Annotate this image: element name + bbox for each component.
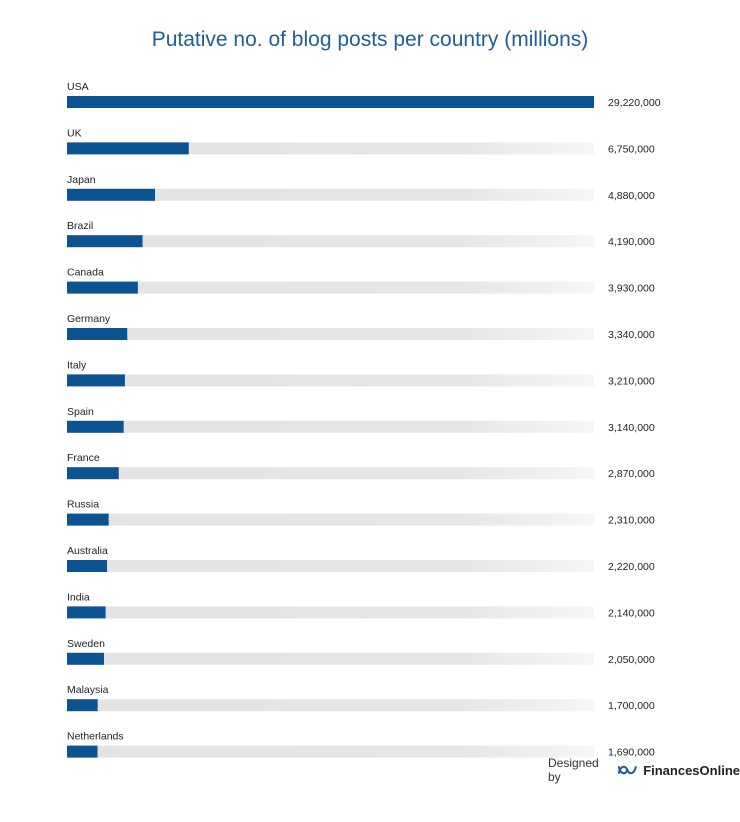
value-label: 3,210,000 bbox=[608, 375, 655, 387]
bar-track bbox=[67, 745, 594, 758]
value-label: 2,310,000 bbox=[608, 515, 655, 527]
chart-title: Putative no. of blog posts per country (… bbox=[151, 28, 589, 51]
value-label: 4,190,000 bbox=[608, 236, 655, 248]
bar-track bbox=[67, 328, 594, 340]
category-label: UK bbox=[67, 127, 82, 139]
bar-track bbox=[67, 467, 594, 480]
category-label: Netherlands bbox=[67, 731, 124, 743]
bar bbox=[67, 745, 98, 758]
value-label: 1,690,000 bbox=[608, 747, 655, 759]
bar bbox=[67, 142, 189, 155]
category-label: Malaysia bbox=[67, 684, 109, 696]
bar bbox=[67, 281, 138, 294]
bar-track bbox=[67, 652, 594, 665]
value-label: 29,220,000 bbox=[608, 97, 661, 109]
designed-by-text: Designed by bbox=[548, 756, 599, 784]
bar-track bbox=[67, 188, 594, 201]
value-label: 2,140,000 bbox=[608, 607, 655, 619]
bar bbox=[67, 96, 594, 108]
value-label: 3,140,000 bbox=[608, 422, 655, 434]
bar bbox=[67, 699, 98, 712]
bar-track bbox=[67, 420, 594, 433]
bar bbox=[67, 467, 119, 480]
bar-track bbox=[67, 374, 594, 387]
bar bbox=[67, 606, 106, 619]
bar bbox=[67, 652, 104, 665]
category-label: Australia bbox=[67, 545, 108, 557]
value-label: 4,880,000 bbox=[608, 190, 655, 202]
footer-credit: Designed by FinancesOnline bbox=[548, 756, 740, 784]
category-label: Japan bbox=[67, 174, 96, 186]
bar bbox=[67, 420, 124, 433]
value-label: 2,050,000 bbox=[608, 654, 655, 666]
bar-track bbox=[67, 281, 594, 294]
bar-track bbox=[67, 235, 594, 248]
category-label: Canada bbox=[67, 267, 104, 279]
bar bbox=[67, 235, 143, 248]
category-label: Italy bbox=[67, 359, 87, 371]
value-label: 2,220,000 bbox=[608, 561, 655, 573]
category-label: Germany bbox=[67, 313, 111, 325]
bar-track bbox=[67, 142, 594, 155]
financesonline-logo-icon bbox=[617, 765, 637, 775]
value-label: 3,930,000 bbox=[608, 283, 655, 295]
category-label: India bbox=[67, 591, 90, 603]
category-label: France bbox=[67, 452, 100, 464]
category-label: Spain bbox=[67, 406, 94, 418]
value-label: 2,870,000 bbox=[608, 468, 655, 480]
brand-name: FinancesOnline bbox=[643, 762, 740, 778]
category-label: Sweden bbox=[67, 638, 105, 650]
bar bbox=[67, 188, 156, 201]
value-label: 1,700,000 bbox=[608, 700, 655, 712]
bar bbox=[67, 374, 125, 387]
bar bbox=[67, 513, 109, 526]
value-label: 6,750,000 bbox=[608, 143, 655, 155]
value-label: 3,340,000 bbox=[608, 329, 655, 341]
bar-track bbox=[67, 606, 594, 619]
bar bbox=[67, 560, 108, 572]
category-label: USA bbox=[67, 81, 89, 93]
category-label: Russia bbox=[67, 499, 99, 511]
bar-track bbox=[67, 699, 594, 712]
category-label: Brazil bbox=[67, 220, 93, 232]
bar-track bbox=[67, 513, 594, 526]
bar bbox=[67, 328, 128, 340]
bar-track bbox=[67, 560, 594, 572]
